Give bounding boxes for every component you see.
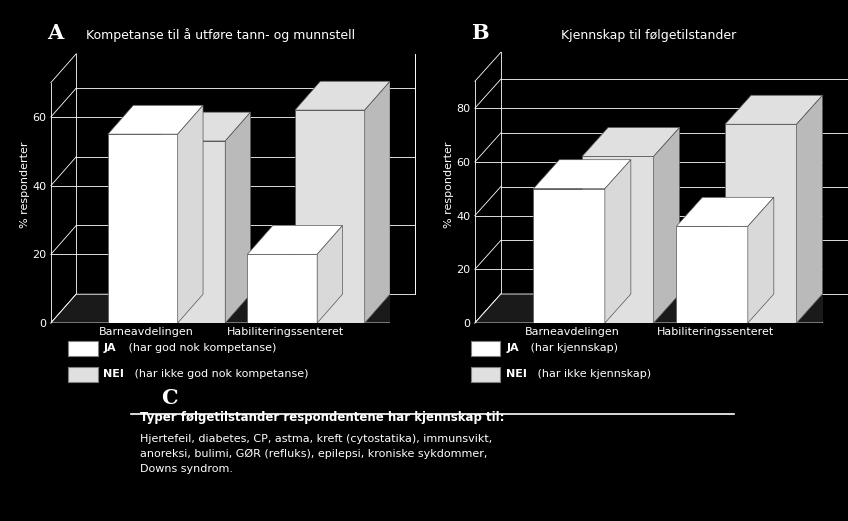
Text: JA: JA [103, 343, 116, 353]
Polygon shape [178, 105, 203, 323]
Polygon shape [155, 141, 226, 323]
Y-axis label: % responderter: % responderter [20, 142, 30, 228]
Polygon shape [582, 156, 654, 323]
Text: Typer følgetilstander respondentene har kjennskap til:: Typer følgetilstander respondentene har … [140, 411, 505, 424]
Polygon shape [226, 112, 251, 323]
Title: Kompetanse til å utføre tann- og munnstell: Kompetanse til å utføre tann- og munnste… [86, 28, 355, 42]
Polygon shape [677, 226, 748, 323]
Y-axis label: % responderter: % responderter [444, 142, 454, 228]
Text: A: A [47, 23, 63, 43]
Polygon shape [475, 294, 848, 323]
Text: B: B [471, 23, 488, 43]
Text: (har god nok kompetanse): (har god nok kompetanse) [125, 343, 276, 353]
Polygon shape [582, 128, 679, 156]
Polygon shape [365, 81, 390, 323]
Text: NEI: NEI [103, 369, 125, 379]
Text: (har ikke god nok kompetanse): (har ikke god nok kompetanse) [131, 369, 309, 379]
Polygon shape [605, 160, 631, 323]
Polygon shape [295, 110, 365, 323]
Text: (har kjennskap): (har kjennskap) [527, 343, 618, 353]
Text: JA: JA [506, 343, 519, 353]
Polygon shape [108, 105, 203, 134]
Polygon shape [317, 226, 343, 323]
Text: (har ikke kjennskap): (har ikke kjennskap) [534, 369, 651, 379]
Polygon shape [654, 128, 679, 323]
Text: Hjertefeil, diabetes, CP, astma, kreft (cytostatika), immunsvikt,
anoreksi, buli: Hjertefeil, diabetes, CP, astma, kreft (… [140, 434, 492, 474]
Polygon shape [533, 160, 631, 189]
Polygon shape [248, 226, 343, 254]
Polygon shape [796, 95, 823, 323]
Polygon shape [108, 134, 178, 323]
Polygon shape [248, 254, 317, 323]
Polygon shape [725, 95, 823, 124]
Polygon shape [295, 81, 390, 110]
Text: C: C [161, 388, 178, 408]
Polygon shape [51, 294, 416, 323]
Polygon shape [155, 112, 251, 141]
Polygon shape [725, 124, 796, 323]
Polygon shape [533, 189, 605, 323]
Title: Kjennskap til følgetilstander: Kjennskap til følgetilstander [561, 29, 736, 42]
Text: NEI: NEI [506, 369, 527, 379]
Polygon shape [748, 197, 774, 323]
Polygon shape [677, 197, 774, 226]
